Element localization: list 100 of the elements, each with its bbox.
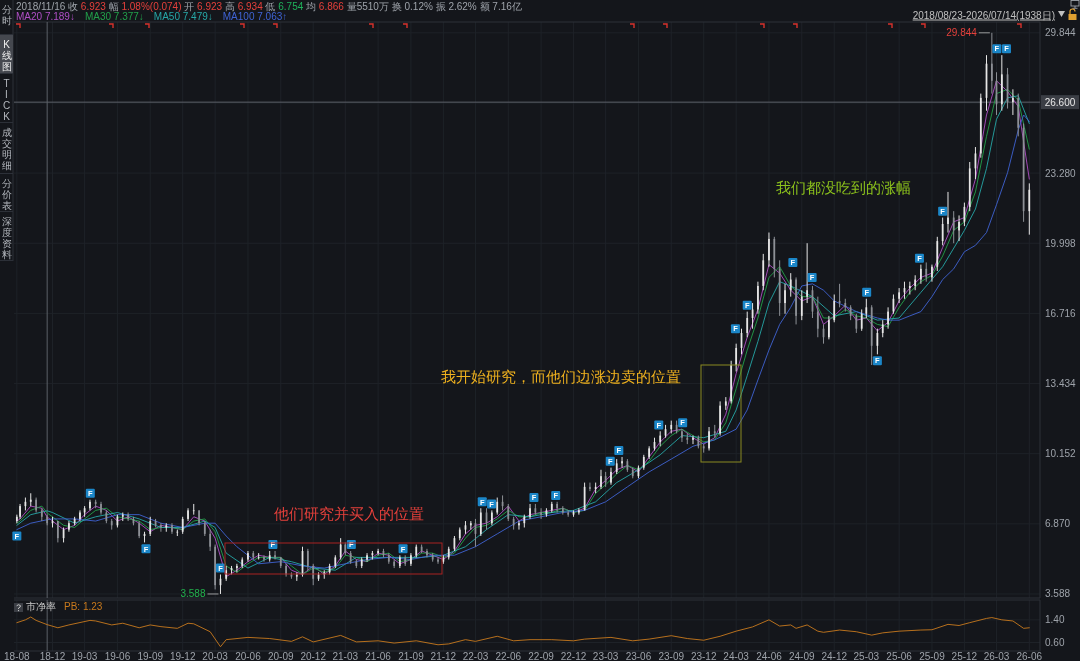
- candlestick: [274, 550, 276, 561]
- candlestick: [236, 563, 238, 573]
- candlestick: [1012, 88, 1014, 116]
- y-tick-label: 1.40: [1045, 614, 1065, 626]
- candlestick: [789, 272, 792, 298]
- candlestick: [876, 328, 879, 355]
- y-tick-label: 16.716: [1045, 307, 1077, 319]
- candlestick: [257, 552, 260, 561]
- text: 分价表: [0, 178, 12, 211]
- x-tick-label: 23-06: [625, 650, 652, 661]
- x-tick-label: 18-08: [4, 650, 31, 661]
- candlestick: [898, 287, 901, 304]
- x-tick-label: 19-06: [104, 650, 131, 661]
- candlestick: [306, 548, 309, 571]
- x-tick-label: 22-09: [528, 650, 555, 661]
- candlestick: [540, 507, 542, 520]
- y-tick-label: 23.280: [1045, 167, 1077, 179]
- x-tick-label: 22-03: [462, 650, 489, 661]
- annotation: 他们研究并买入的位置: [274, 506, 424, 522]
- x-tick-label: 20-06: [235, 650, 262, 661]
- x-tick-label: 20-03: [202, 650, 229, 661]
- candlestick: [490, 509, 493, 526]
- annotation: 我们都没吃到的涨幅: [776, 180, 911, 196]
- candlestick: [89, 499, 91, 511]
- x-tick-label: 25-06: [886, 650, 913, 661]
- x-tick-label: 26-06: [1016, 650, 1043, 661]
- chart-title: 市净率: [26, 601, 56, 612]
- candlestick: [410, 552, 412, 567]
- candlestick: [600, 469, 602, 490]
- candlestick: [339, 537, 342, 561]
- y-tick-label: 6.870: [1045, 518, 1071, 530]
- candlestick: [160, 522, 162, 533]
- x-tick-label: 19-03: [71, 650, 98, 661]
- line-series: [16, 616, 1030, 648]
- x-tick-label: 21-09: [398, 650, 425, 661]
- candlestick: [952, 210, 955, 244]
- x-tick-label: 24-03: [723, 650, 750, 661]
- x-tick-label: 21-06: [365, 650, 392, 661]
- candlestick: [925, 261, 928, 283]
- candlestick: [833, 294, 836, 323]
- candlestick: [855, 313, 858, 334]
- x-tick-label: 23-09: [658, 650, 685, 661]
- ref-line-label: 26.600: [1044, 96, 1076, 108]
- x-tick-label: 25-03: [853, 650, 880, 661]
- annotation: 3.588: [180, 588, 206, 600]
- candlestick: [795, 276, 797, 325]
- candlestick: [692, 435, 694, 445]
- candlestick: [79, 509, 81, 522]
- candlestick: [816, 296, 819, 338]
- candlestick: [941, 217, 944, 246]
- candlestick: [529, 503, 531, 520]
- text: TICK: [2, 78, 11, 122]
- x-tick-label: 23-03: [592, 650, 619, 661]
- x-tick-label: 21-12: [430, 650, 457, 661]
- candlestick: [247, 550, 249, 563]
- x-tick-label: 22-12: [560, 650, 587, 661]
- y-tick-label: 3.588: [1045, 588, 1071, 600]
- candlestick: [192, 503, 195, 516]
- candlestick: [578, 507, 580, 516]
- x-tick-label: 21-03: [332, 650, 359, 661]
- annotation: 我开始研究，而他们边涨边卖的位置: [441, 369, 681, 385]
- candlestick: [806, 242, 809, 304]
- candlestick: [127, 512, 129, 522]
- candlestick: [149, 516, 152, 537]
- series-label: PB: 1.23: [64, 601, 103, 612]
- text: MA50 7.479↓: [153, 10, 213, 22]
- candlestick: [768, 232, 770, 268]
- text: K线图: [1, 39, 12, 72]
- candlestick: [171, 522, 173, 535]
- candlestick: [263, 554, 265, 563]
- candlestick: [518, 520, 520, 531]
- y-tick-label: 19.998: [1045, 237, 1077, 249]
- candlestick: [610, 467, 612, 486]
- candlestick: [757, 281, 759, 315]
- candlestick: [366, 552, 368, 563]
- candlestick: [920, 264, 922, 285]
- candlestick: [947, 191, 949, 234]
- candlestick: [1028, 182, 1031, 236]
- y-tick-label: 29.844: [1045, 27, 1077, 39]
- candlestick: [990, 32, 993, 95]
- candlestick: [887, 306, 889, 330]
- candlestick: [377, 548, 379, 556]
- candlestick: [100, 501, 102, 516]
- candlestick: [931, 264, 933, 283]
- candlestick: [35, 497, 37, 514]
- y-tick-label: 10.152: [1045, 448, 1077, 460]
- candlestick: [198, 509, 200, 526]
- candlestick: [784, 283, 786, 315]
- y-tick-label: 0.60: [1045, 637, 1065, 648]
- candlestick: [437, 556, 439, 565]
- candlestick: [214, 544, 217, 590]
- x-tick-label: 24-09: [788, 650, 815, 661]
- candlestick: [479, 507, 482, 537]
- x-tick-label: 19-12: [169, 650, 196, 661]
- y-tick-label: 13.434: [1045, 378, 1077, 390]
- x-tick-label: 22-06: [495, 650, 522, 661]
- chart-title: 2018/11/16 收 6.923 幅 1.08%(0.074) 开 6.923 高 6.934 低 6.754 均 6.866 量5510万 换 0.12% 振 2.62% 额 7.16亿: [16, 0, 522, 12]
- candlestick: [828, 315, 830, 340]
- candlestick: [68, 520, 70, 533]
- candlestick: [708, 426, 710, 452]
